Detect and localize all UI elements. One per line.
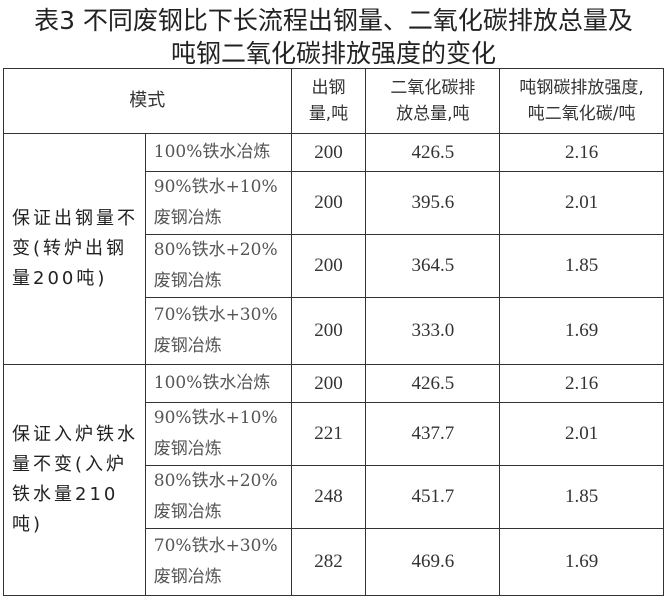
scenario-cell: 90%铁水+10%废钢冶炼 <box>144 171 292 235</box>
co2-total-cell: 395.6 <box>365 171 501 235</box>
table-row: 保证出钢量不变(转炉出钢量200吨) 100%铁水冶炼 200 426.5 2.16 <box>3 133 664 365</box>
intensity-cell: 2.01 <box>499 402 664 466</box>
intensity-cell: 1.69 <box>499 297 664 365</box>
header-co2-total: 二氧化碳排放总量,吨 <box>365 68 501 134</box>
co2-total-cell: 333.0 <box>365 297 501 365</box>
scenario-cell: 70%铁水+30%废钢冶炼 <box>144 528 292 596</box>
steel-output-cell: 248 <box>290 465 367 529</box>
table-row: 90%铁水+10%废钢冶炼 221 437.7 2.01 <box>4 402 664 466</box>
steel-output-cell: 221 <box>290 402 367 466</box>
scenario-cell: 80%铁水+20%废钢冶炼 <box>144 234 292 298</box>
intensity-cell: 2.01 <box>499 171 664 235</box>
table-row: 70%铁水+30%废钢冶炼 200 333.0 1.69 <box>4 297 664 365</box>
steel-output-cell: 200 <box>290 234 367 298</box>
intensity-cell: 1.69 <box>499 528 664 596</box>
steel-output-cell: 200 <box>290 171 367 235</box>
scenario-cell: 70%铁水+30%废钢冶炼 <box>144 297 292 365</box>
header-text: 出钢 <box>311 78 346 98</box>
header-intensity: 吨钢碳排放强度, 吨二氧化碳/吨 <box>499 68 664 134</box>
intensity-cell: 1.85 <box>499 234 664 298</box>
scenario-cell: 100%铁水冶炼 <box>144 364 292 403</box>
scenario-cell: 90%铁水+10%废钢冶炼 <box>144 402 292 466</box>
header-text: 放总量,吨 <box>396 104 470 124</box>
co2-total-cell: 364.5 <box>365 234 501 298</box>
group-label: 保证出钢量不变(转炉出钢量200吨) <box>3 133 146 365</box>
header-text: 吨钢碳排放强度, <box>519 78 644 98</box>
intensity-cell: 2.16 <box>499 364 664 403</box>
intensity-cell: 1.85 <box>499 465 664 529</box>
table-row: 70%铁水+30%废钢冶炼 282 469.6 1.69 <box>4 528 664 596</box>
co2-total-cell: 469.6 <box>365 528 501 596</box>
steel-output-cell: 200 <box>290 364 367 403</box>
table-row: 保证入炉铁水量不变(入炉铁水量210吨) 100%铁水冶炼 200 426.5 2.16 <box>3 364 664 596</box>
co2-total-cell: 426.5 <box>365 364 501 403</box>
group-label: 保证入炉铁水量不变(入炉铁水量210吨) <box>3 364 146 596</box>
co2-total-cell: 437.7 <box>365 402 501 466</box>
header-mode: 模式 <box>3 68 292 134</box>
table-row: 90%铁水+10%废钢冶炼 200 395.6 2.01 <box>4 171 664 235</box>
header-text: 吨二氧化碳/吨 <box>527 104 636 124</box>
scenario-cell: 100%铁水冶炼 <box>144 133 292 172</box>
header-text: 二氧化碳排 <box>390 78 476 98</box>
header-steel-output: 出钢量,吨 <box>290 68 367 134</box>
table-title-line1: 表3 不同废钢比下长流程出钢量、二氧化碳排放总量及 <box>34 6 633 35</box>
co2-total-cell: 451.7 <box>365 465 501 529</box>
data-table: 模式 出钢量,吨 二氧化碳排放总量,吨 吨钢碳排放强度, 吨二氧化碳/吨 保证出钢… <box>3 68 664 596</box>
table-row: 80%铁水+20%废钢冶炼 200 364.5 1.85 <box>4 234 664 298</box>
header-row: 模式 出钢量,吨 二氧化碳排放总量,吨 吨钢碳排放强度, 吨二氧化碳/吨 <box>3 68 664 134</box>
steel-output-cell: 200 <box>290 297 367 365</box>
scenario-cell: 80%铁水+20%废钢冶炼 <box>144 465 292 529</box>
steel-output-cell: 200 <box>290 133 367 172</box>
table-title-line2: 吨钢二氧化碳排放强度的变化 <box>170 39 496 68</box>
header-text: 量,吨 <box>308 104 349 124</box>
intensity-cell: 2.16 <box>499 133 664 172</box>
co2-total-cell: 426.5 <box>365 133 501 172</box>
steel-output-cell: 282 <box>290 528 367 596</box>
